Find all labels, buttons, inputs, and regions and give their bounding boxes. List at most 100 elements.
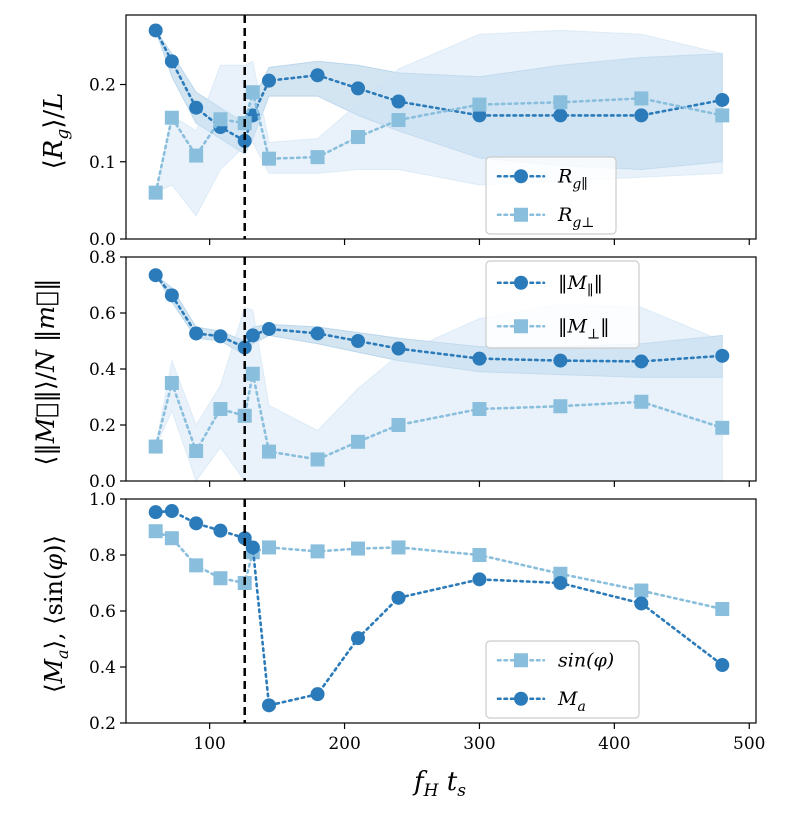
point-bottom-0-9	[391, 540, 406, 555]
ylabel-middle: ⟨‖M⃗‖⟩/N ‖m⃗‖	[31, 278, 61, 465]
legend-label-middle-1: ‖M⊥‖	[558, 315, 610, 342]
ytick-label-top-1: 0.1	[89, 153, 116, 173]
legend-bottom: sin(φ) Ma	[485, 640, 640, 719]
point-bottom-1-12	[634, 596, 649, 611]
point-bottom-0-13	[715, 602, 730, 617]
point-middle-0-0	[148, 268, 163, 283]
point-top-0-6	[261, 73, 276, 88]
ytick-label-middle-3: 0.6	[89, 304, 116, 324]
xtick-label-1: 200	[328, 734, 360, 754]
point-middle-0-12	[634, 354, 649, 369]
point-middle-1-8	[351, 434, 366, 449]
point-top-0-11	[553, 108, 568, 123]
point-middle-1-7	[310, 452, 325, 467]
point-middle-1-2	[189, 444, 204, 459]
band-middle-1	[155, 304, 723, 481]
xtick-label-0: 100	[193, 734, 225, 754]
point-middle-1-12	[634, 394, 649, 409]
point-bottom-0-7	[310, 544, 325, 559]
point-bottom-1-13	[715, 658, 730, 673]
legend-label-top-1: Rg⊥	[557, 204, 594, 231]
point-middle-0-2	[189, 326, 204, 341]
point-top-0-9	[391, 94, 406, 109]
ytick-label-bottom-4: 1.0	[89, 490, 116, 510]
point-middle-0-9	[391, 341, 406, 356]
point-middle-1-1	[164, 376, 179, 390]
legend-middle: ‖M∥‖ ‖M⊥‖	[485, 260, 640, 349]
point-bottom-0-1	[164, 531, 179, 546]
point-top-0-1	[164, 54, 179, 69]
point-bottom-0-6	[261, 540, 276, 555]
point-top-1-12	[634, 91, 649, 106]
point-bottom-0-10	[472, 548, 487, 562]
ylabel-bottom: ⟨Ma⟩, ⟨sin(φ)⟩	[40, 535, 72, 693]
point-bottom-1-10	[472, 572, 487, 587]
point-bottom-1-7	[310, 687, 325, 702]
point-bottom-1-6	[261, 698, 276, 713]
point-bottom-1-0	[148, 505, 163, 520]
point-middle-0-6	[261, 321, 276, 336]
point-middle-1-6	[261, 444, 276, 459]
point-top-1-3	[213, 112, 228, 127]
point-middle-0-10	[472, 351, 487, 366]
point-top-0-4	[237, 133, 252, 148]
point-middle-1-3	[213, 402, 228, 417]
point-top-1-1	[164, 110, 179, 125]
point-bottom-1-9	[391, 590, 406, 605]
legend-marker-top-1	[514, 207, 528, 222]
point-middle-0-3	[213, 329, 228, 344]
point-bottom-1-2	[189, 516, 204, 531]
point-middle-1-11	[553, 399, 568, 414]
legend-marker-middle-1	[514, 319, 528, 334]
point-middle-1-9	[391, 418, 406, 432]
ytick-label-bottom-0: 0.2	[89, 714, 116, 734]
point-middle-0-13	[715, 348, 730, 363]
point-bottom-0-12	[634, 583, 649, 598]
ytick-label-bottom-2: 0.6	[89, 602, 116, 622]
legend-label-bottom-1: Ma	[557, 688, 586, 715]
ytick-label-middle-0: 0.0	[89, 472, 116, 492]
point-top-0-8	[351, 81, 366, 96]
panel-bottom: 0.2 0.4 0.6 0.8 1.0 100 200 300 400 500 sin(φ) Ma	[89, 490, 766, 754]
ytick-label-top-0: 0.0	[89, 230, 116, 250]
point-middle-0-5	[245, 328, 260, 343]
ytick-label-middle-4: 0.8	[89, 248, 116, 268]
point-bottom-1-1	[164, 504, 179, 519]
point-top-0-12	[634, 108, 649, 123]
point-middle-1-10	[472, 402, 487, 417]
point-middle-0-11	[553, 353, 568, 368]
legend-label-top-0: Rg∥	[557, 165, 588, 192]
legend-marker-bottom-1	[514, 691, 528, 706]
panel-middle: 0.0 0.2 0.4 0.6 0.8 ‖M∥‖ ‖M⊥‖	[89, 248, 757, 492]
point-top-1-6	[261, 151, 276, 166]
point-top-1-8	[351, 130, 366, 145]
ytick-label-top-2: 0.2	[89, 76, 116, 96]
point-top-0-2	[189, 100, 204, 115]
point-bottom-0-2	[189, 558, 204, 573]
point-bottom-0-3	[213, 571, 228, 586]
point-top-1-0	[148, 185, 163, 200]
panel-top: 0.0 0.1 0.2 Rg∥ Rg⊥	[89, 14, 757, 250]
point-top-0-13	[715, 92, 730, 107]
ytick-label-middle-2: 0.4	[89, 360, 116, 380]
point-middle-0-1	[164, 288, 179, 303]
point-top-1-10	[472, 97, 487, 112]
point-middle-0-4	[237, 340, 252, 355]
line-middle-1	[154, 373, 724, 461]
ytick-label-bottom-1: 0.4	[89, 658, 116, 678]
xtick-label-2: 300	[463, 734, 495, 754]
point-bottom-1-5	[245, 540, 260, 555]
xtick-label-3: 400	[598, 734, 630, 754]
legend-label-bottom-0: sin(φ)	[558, 649, 614, 671]
ytick-label-middle-1: 0.2	[89, 416, 116, 436]
point-top-0-7	[310, 68, 325, 83]
point-middle-1-5	[245, 366, 260, 381]
point-middle-1-0	[148, 439, 163, 454]
svg-text:⟨Ma⟩, ⟨sin(φ)⟩: ⟨Ma⟩, ⟨sin(φ)⟩	[40, 535, 72, 693]
point-top-1-9	[391, 113, 406, 128]
point-middle-0-7	[310, 326, 325, 341]
legend-label-middle-0: ‖M∥‖	[558, 272, 603, 299]
point-top-1-11	[553, 95, 568, 110]
